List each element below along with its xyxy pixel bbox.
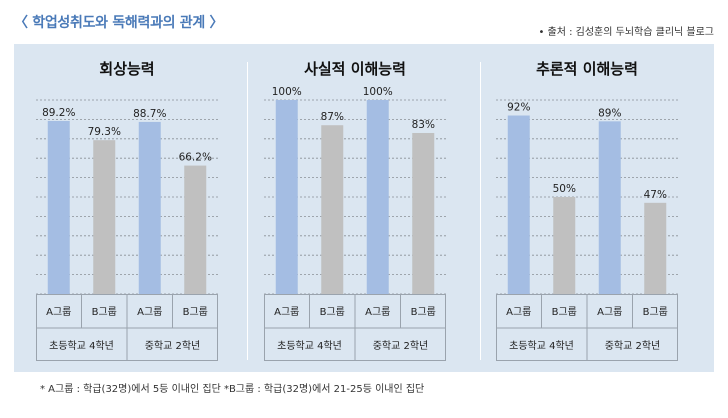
chart-title: 추론적 이해능력 <box>536 60 638 78</box>
bar <box>412 132 435 294</box>
tick-label: B그룹 <box>320 306 345 318</box>
bar <box>184 165 207 294</box>
data-label: 87% <box>321 111 344 123</box>
chart-title: 사실적 이해능력 <box>304 60 406 78</box>
data-label: 83% <box>412 119 435 131</box>
bar <box>321 125 344 294</box>
chart-factual: 사실적 이해능력 100% 87% 100% 83% A그룹 B그룹 A그룹 B그룹 초등학교 4… <box>264 44 470 372</box>
tick-label: A그룹 <box>506 306 531 318</box>
tick-label: A그룹 <box>597 306 622 318</box>
data-label: 100% <box>272 86 302 98</box>
group-footnote: * A그룹 : 학급(32명)에서 5등 이내인 집단 *B그룹 : 학급(32… <box>40 384 425 395</box>
data-label: 66.2% <box>179 152 212 164</box>
bar <box>644 202 667 294</box>
bar <box>93 140 116 294</box>
data-label: 89% <box>598 107 621 119</box>
data-label: 88.7% <box>133 108 166 120</box>
chart-title: 회상능력 <box>99 60 154 78</box>
chart-divider <box>480 62 481 360</box>
tick-label: A그룹 <box>137 306 162 318</box>
group-label: 초등학교 4학년 <box>277 340 342 352</box>
bar <box>598 121 621 294</box>
group-label: 초등학교 4학년 <box>509 340 574 352</box>
tick-label: A그룹 <box>46 306 71 318</box>
tick-label: B그룹 <box>643 306 668 318</box>
chart-recall-svg: 회상능력 89.2% 79.3% 88.7% 66.2% A그룹 B그룹 A그룹 B그룹초등학교… <box>36 60 218 361</box>
bar <box>138 121 161 294</box>
bar <box>553 197 576 294</box>
tick-label: B그룹 <box>411 306 436 318</box>
data-label: 89.2% <box>42 107 75 119</box>
group-label: 중학교 2학년 <box>145 340 201 352</box>
tick-label: B그룹 <box>552 306 577 318</box>
data-label: 50% <box>553 183 576 195</box>
chart-divider <box>247 62 248 360</box>
tick-label: A그룹 <box>365 306 390 318</box>
group-label: 초등학교 4학년 <box>49 340 114 352</box>
data-label: 47% <box>644 189 667 201</box>
data-label: 79.3% <box>88 126 121 138</box>
group-label: 중학교 2학년 <box>605 340 661 352</box>
bar <box>275 100 298 294</box>
data-label: 100% <box>363 86 393 98</box>
bar <box>366 100 389 294</box>
tick-label: B그룹 <box>183 306 208 318</box>
tick-label: A그룹 <box>274 306 299 318</box>
tick-label: B그룹 <box>92 306 117 318</box>
source-note: • 출처 : 김성훈의 두뇌학습 클리닉 블로그 <box>538 27 714 38</box>
bar <box>47 120 70 295</box>
data-label: 92% <box>507 102 530 114</box>
bar <box>507 115 530 295</box>
page-title: 〈 학업성취도와 독해력과의 관계 〉 <box>14 15 224 31</box>
group-label: 중학교 2학년 <box>373 340 429 352</box>
